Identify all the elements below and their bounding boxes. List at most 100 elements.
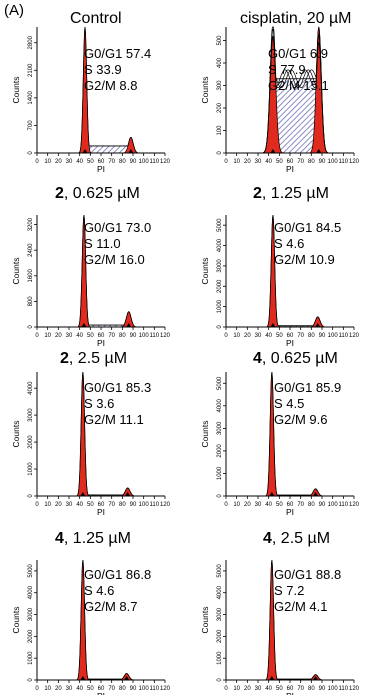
x-tick-label: 100 <box>139 333 150 339</box>
peak-marker <box>125 492 131 496</box>
y-tick-label: 0 <box>28 494 34 498</box>
x-tick-label: 10 <box>233 502 240 508</box>
x-tick-label: 30 <box>66 502 73 508</box>
cell-cycle-percentages: G0/G1 57.4 S 33.9 G2/M 8.8 <box>84 46 151 94</box>
x-axis-label: PI <box>97 164 105 174</box>
x-tick-label: 120 <box>349 333 360 339</box>
x-tick-label: 100 <box>328 159 339 165</box>
y-tick-label: 700 <box>28 120 34 131</box>
x-tick-label: 30 <box>255 159 262 165</box>
histogram-panel-5: 0 10 20 30 40 50 60 70 80 90 100 110 120 0 1000 2000 300… <box>11 371 171 517</box>
phase-percentage: S 4.6 <box>274 236 305 251</box>
x-axis-label: PI <box>97 507 105 517</box>
x-tick-label: 120 <box>160 686 171 692</box>
y-tick-label: 5000 <box>217 376 223 390</box>
x-tick-label: 0 <box>35 686 39 692</box>
y-tick-label: 3000 <box>217 259 223 273</box>
y-tick-label: 5000 <box>28 564 34 578</box>
cell-cycle-percentages: G0/G1 73.0 S 11.0 G2/M 16.0 <box>84 220 151 268</box>
x-tick-label: 30 <box>255 333 262 339</box>
y-tick-label: 4000 <box>28 381 34 395</box>
x-tick-label: 50 <box>87 333 94 339</box>
histogram-panel-1: 0 10 20 30 40 50 60 70 80 90 100 110 120 0 700 1400 2100… <box>11 26 171 174</box>
x-tick-label: 30 <box>255 502 262 508</box>
phase-percentage: G0/G1 57.4 <box>84 46 152 61</box>
concentration-label: , 2.5 µM <box>271 530 331 547</box>
y-tick-label: 1400 <box>28 91 34 105</box>
y-axis-label: Counts <box>11 77 21 104</box>
x-tick-label: 110 <box>339 686 349 692</box>
histogram-panel-4: 0 10 20 30 40 50 60 70 80 90 100 110 120 0 1000 2000 300… <box>200 214 360 348</box>
peak-marker <box>270 149 276 153</box>
y-tick-label: 0 <box>28 325 34 329</box>
phase-percentage: G2/M 16.0 <box>84 252 145 267</box>
histogram-trace <box>258 26 333 154</box>
y-tick-label: 0 <box>28 151 34 155</box>
phase-percentage: S 11.0 <box>84 236 121 251</box>
x-tick-label: 80 <box>119 333 126 339</box>
phase-percentage: G0/G1 6.9 <box>268 46 328 61</box>
x-tick-label: 20 <box>244 502 251 508</box>
panel-title: 2, 1.25 µM <box>253 185 329 203</box>
x-tick-label: 30 <box>255 686 262 692</box>
x-tick-label: 20 <box>244 686 251 692</box>
y-axis-label: Counts <box>200 77 210 104</box>
x-tick-label: 70 <box>108 159 115 165</box>
histogram-panel-3: 0 10 20 30 40 50 60 70 80 90 100 110 120 0 800 1600 2400… <box>11 214 171 348</box>
phase-percentage: G2/M 9.6 <box>274 412 328 427</box>
phase-percentage: S 77.9 <box>268 62 306 77</box>
x-axis-label: PI <box>286 691 294 695</box>
histogram-trace <box>69 559 144 681</box>
x-tick-label: 80 <box>119 686 126 692</box>
peak-marker <box>81 323 87 327</box>
x-tick-label: 40 <box>76 333 83 339</box>
histogram-trace <box>258 371 333 497</box>
peak-marker <box>269 492 275 496</box>
x-tick-label: 0 <box>224 502 228 508</box>
x-tick-label: 60 <box>98 502 105 508</box>
y-tick-label: 2000 <box>217 629 223 643</box>
peak-marker <box>313 492 319 496</box>
x-tick-label: 70 <box>297 159 304 165</box>
x-tick-label: 120 <box>349 502 360 508</box>
x-tick-label: 100 <box>139 502 150 508</box>
concentration-label: , 1.25 µM <box>261 185 329 202</box>
x-tick-label: 10 <box>233 159 240 165</box>
peak-marker <box>269 676 275 680</box>
x-tick-label: 40 <box>265 333 272 339</box>
y-tick-label: 2000 <box>217 279 223 293</box>
y-tick-label: 2100 <box>28 63 34 77</box>
x-tick-label: 70 <box>108 333 115 339</box>
x-tick-label: 50 <box>276 686 283 692</box>
x-tick-label: 0 <box>35 159 39 165</box>
x-tick-label: 120 <box>349 159 360 165</box>
histogram-panel-7: 0 10 20 30 40 50 60 70 80 90 100 110 120 0 1000 2000 300… <box>11 559 171 695</box>
x-axis-label: PI <box>286 338 294 348</box>
x-tick-label: 100 <box>328 333 339 339</box>
x-tick-label: 100 <box>139 686 150 692</box>
x-tick-label: 90 <box>319 686 326 692</box>
y-axis-label: Counts <box>11 421 21 448</box>
x-tick-label: 120 <box>160 159 171 165</box>
x-tick-label: 80 <box>119 502 126 508</box>
x-tick-label: 0 <box>224 333 228 339</box>
x-tick-label: 80 <box>308 502 315 508</box>
x-tick-label: 90 <box>319 333 326 339</box>
peak-marker <box>313 676 319 680</box>
x-tick-label: 20 <box>244 159 251 165</box>
histogram-trace <box>69 371 144 497</box>
peak-marker <box>315 323 321 327</box>
y-tick-label: 300 <box>217 80 223 91</box>
y-axis-label: Counts <box>11 607 21 634</box>
phase-percentage: S 4.6 <box>84 583 115 598</box>
x-tick-label: 120 <box>160 502 171 508</box>
compound-number: 4 <box>55 530 64 547</box>
x-tick-label: 40 <box>76 159 83 165</box>
x-tick-label: 60 <box>98 686 105 692</box>
x-tick-label: 20 <box>244 333 251 339</box>
y-tick-label: 0 <box>217 678 223 682</box>
x-tick-label: 70 <box>108 686 115 692</box>
x-tick-label: 10 <box>44 502 51 508</box>
x-tick-label: 120 <box>349 686 360 692</box>
x-tick-label: 50 <box>276 159 283 165</box>
